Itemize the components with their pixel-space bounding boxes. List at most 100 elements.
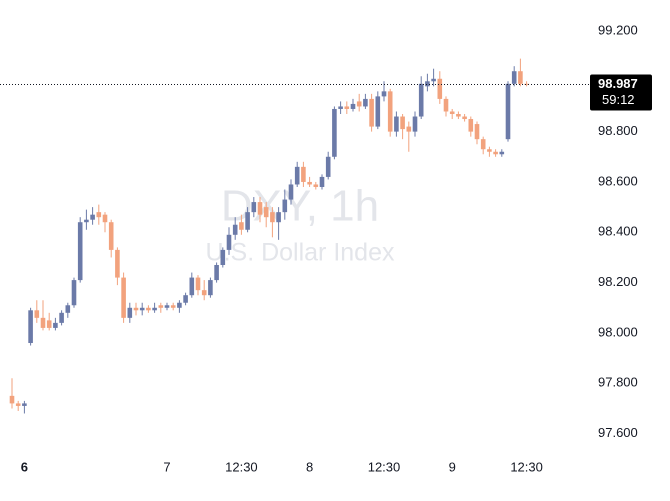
candle-body: [214, 264, 219, 281]
candle-body: [418, 83, 424, 117]
candle-body: [369, 98, 374, 127]
candle-body: [288, 184, 294, 200]
y-tick-label: 98.400: [598, 224, 638, 239]
candle-body: [493, 151, 498, 155]
candle-body: [257, 202, 263, 215]
candle-body: [183, 295, 188, 303]
candle-body: [84, 219, 89, 223]
candle-body: [524, 83, 529, 85]
candle-body: [363, 98, 368, 107]
candle-body: [115, 249, 120, 278]
candle-body: [276, 212, 281, 223]
last-price-box: [590, 74, 652, 111]
candle-body: [431, 78, 436, 82]
y-tick-label: 98.800: [598, 123, 638, 138]
candle-body: [462, 116, 467, 120]
watermark-title: DXY, 1h: [221, 182, 379, 231]
candle-body: [375, 96, 381, 127]
candle-body: [127, 307, 133, 318]
candle-body: [96, 212, 102, 218]
x-tick-label: 12:30: [225, 459, 258, 474]
candle-body: [189, 277, 195, 296]
candle-body: [468, 119, 474, 132]
y-tick-label: 97.600: [598, 425, 638, 440]
candle-body: [449, 111, 455, 115]
candle-body: [28, 310, 33, 344]
x-tick-label: 9: [449, 459, 456, 474]
candle-body: [40, 317, 46, 328]
y-tick-label: 98.000: [598, 324, 638, 339]
candle-body: [511, 71, 517, 84]
y-tick-label: 98.200: [598, 274, 638, 289]
candle-body: [108, 222, 114, 250]
candle-body: [350, 103, 356, 109]
candle-body: [65, 305, 71, 313]
candle-body: [164, 305, 170, 308]
candle-body: [9, 395, 15, 404]
candle-body: [294, 166, 300, 185]
candle-body: [356, 101, 362, 107]
watermark-subtitle: U.S. Dollar Index: [206, 239, 395, 267]
candle-body: [387, 91, 393, 132]
candle-body: [146, 307, 151, 311]
last-price-label: 98.987: [598, 76, 638, 91]
candle-body: [90, 214, 95, 220]
candle-body: [487, 149, 492, 152]
candle-body: [319, 176, 325, 187]
x-tick-label: 12:30: [510, 459, 543, 474]
candle-body: [344, 106, 350, 109]
candle-body: [152, 307, 157, 311]
candle-body: [518, 71, 523, 84]
candle-body: [139, 307, 145, 311]
candle-body: [301, 166, 306, 182]
candle-body: [245, 212, 250, 230]
candle-body: [505, 83, 511, 140]
candle-body: [406, 126, 412, 132]
candle-body: [77, 222, 83, 281]
candle-body: [394, 116, 399, 132]
candle-body: [437, 78, 443, 99]
candle-body: [59, 312, 64, 323]
candle-body: [270, 212, 275, 223]
candle-body: [170, 305, 176, 308]
y-tick-label: 98.600: [598, 173, 638, 188]
candle-body: [338, 106, 343, 109]
candle-body: [313, 184, 319, 187]
candle-body: [474, 124, 480, 140]
candle-body: [102, 214, 108, 223]
candle-body: [133, 307, 139, 311]
candle-body: [480, 139, 486, 150]
y-tick-label: 97.800: [598, 375, 638, 390]
candle-body: [232, 224, 238, 235]
y-tick-label: 99.200: [598, 22, 638, 37]
candle-body: [425, 81, 430, 87]
x-tick-label: 8: [306, 459, 313, 474]
candle-body: [251, 202, 257, 213]
candle-body: [325, 156, 331, 177]
x-tick-label: 6: [21, 459, 28, 474]
candle-body: [208, 280, 213, 296]
candle-body: [412, 116, 418, 132]
candle-body: [400, 116, 405, 130]
candle-body: [195, 277, 201, 291]
candle-body: [456, 114, 461, 117]
candle-body: [499, 151, 505, 155]
candle-body: [177, 302, 182, 308]
candle-body: [71, 280, 77, 306]
candle-body: [34, 310, 40, 318]
countdown-label: 59:12: [602, 92, 635, 107]
candle-body: [121, 277, 126, 318]
candle-body: [263, 207, 269, 218]
candle-body: [158, 305, 164, 308]
candle-body: [201, 290, 207, 296]
candle-body: [220, 249, 226, 265]
candle-body: [307, 181, 312, 185]
candle-body: [15, 403, 21, 406]
candle-body: [332, 108, 337, 157]
candle-body: [239, 222, 244, 230]
candle-body: [46, 320, 52, 328]
candle-body: [443, 98, 449, 112]
candle-body: [282, 199, 288, 213]
candle-body: [22, 403, 27, 406]
